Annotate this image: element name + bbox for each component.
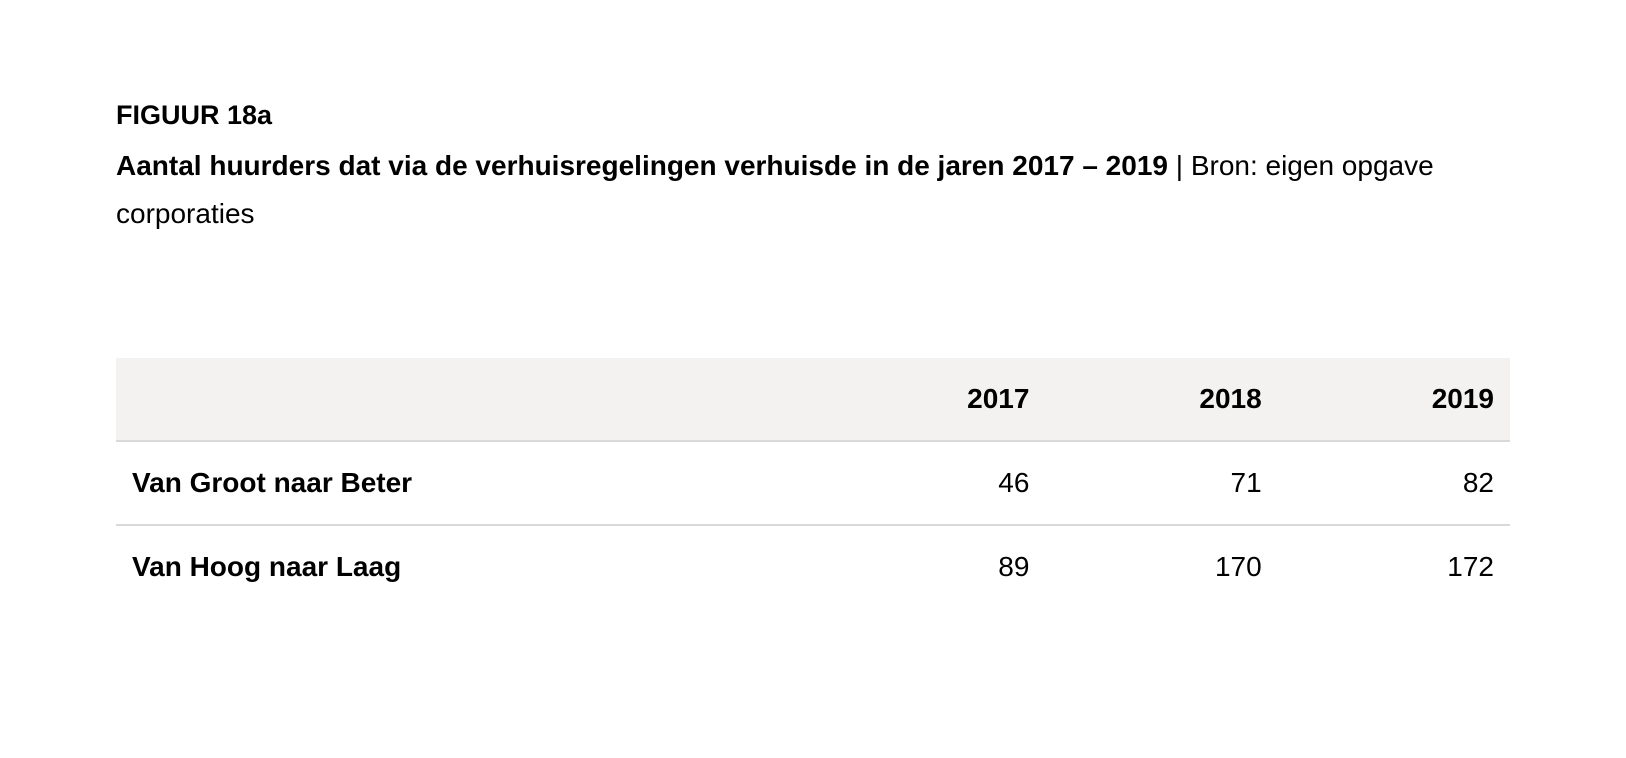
table-header-row: 2017 2018 2019: [116, 358, 1510, 442]
table-cell: 89: [998, 551, 1030, 582]
figure-caption: Aantal huurders dat via de verhuisregeli…: [116, 142, 1476, 238]
figure-source: Bron: eigen opgave corporaties: [116, 150, 1434, 229]
table-cell: 82: [1277, 441, 1510, 526]
data-table: 2017 2018 2019 Van Groot naar Beter 46 7…: [116, 358, 1510, 608]
table-row-van-hoog-naar-laag: Van Hoog naar Laag 89 170 172: [116, 525, 1510, 608]
table-row-van-groot-naar-beter: Van Groot naar Beter 46 71 82: [116, 441, 1510, 526]
column-header-2017: 2017: [813, 358, 1046, 442]
row-label: Van Groot naar Beter: [116, 441, 814, 526]
caption-separator: |: [1167, 150, 1191, 181]
figure-label: FIGUUR 18a: [116, 100, 273, 130]
column-header-2019: 2019: [1277, 358, 1510, 442]
table-cell: 170: [1214, 551, 1262, 582]
table-cell: 46: [813, 441, 1046, 526]
figure-title: Aantal huurders dat via de verhuisregeli…: [116, 150, 1168, 181]
column-header-2018: 2018: [1045, 358, 1278, 442]
figure-header: FIGUUR 18a Aantal huurders dat via de ve…: [116, 96, 1510, 238]
table-cell: 172: [1447, 551, 1494, 582]
table-header-corner: [116, 358, 814, 442]
row-label: Van Hoog naar Laag: [132, 551, 402, 582]
table-cell: 71: [1045, 441, 1278, 526]
